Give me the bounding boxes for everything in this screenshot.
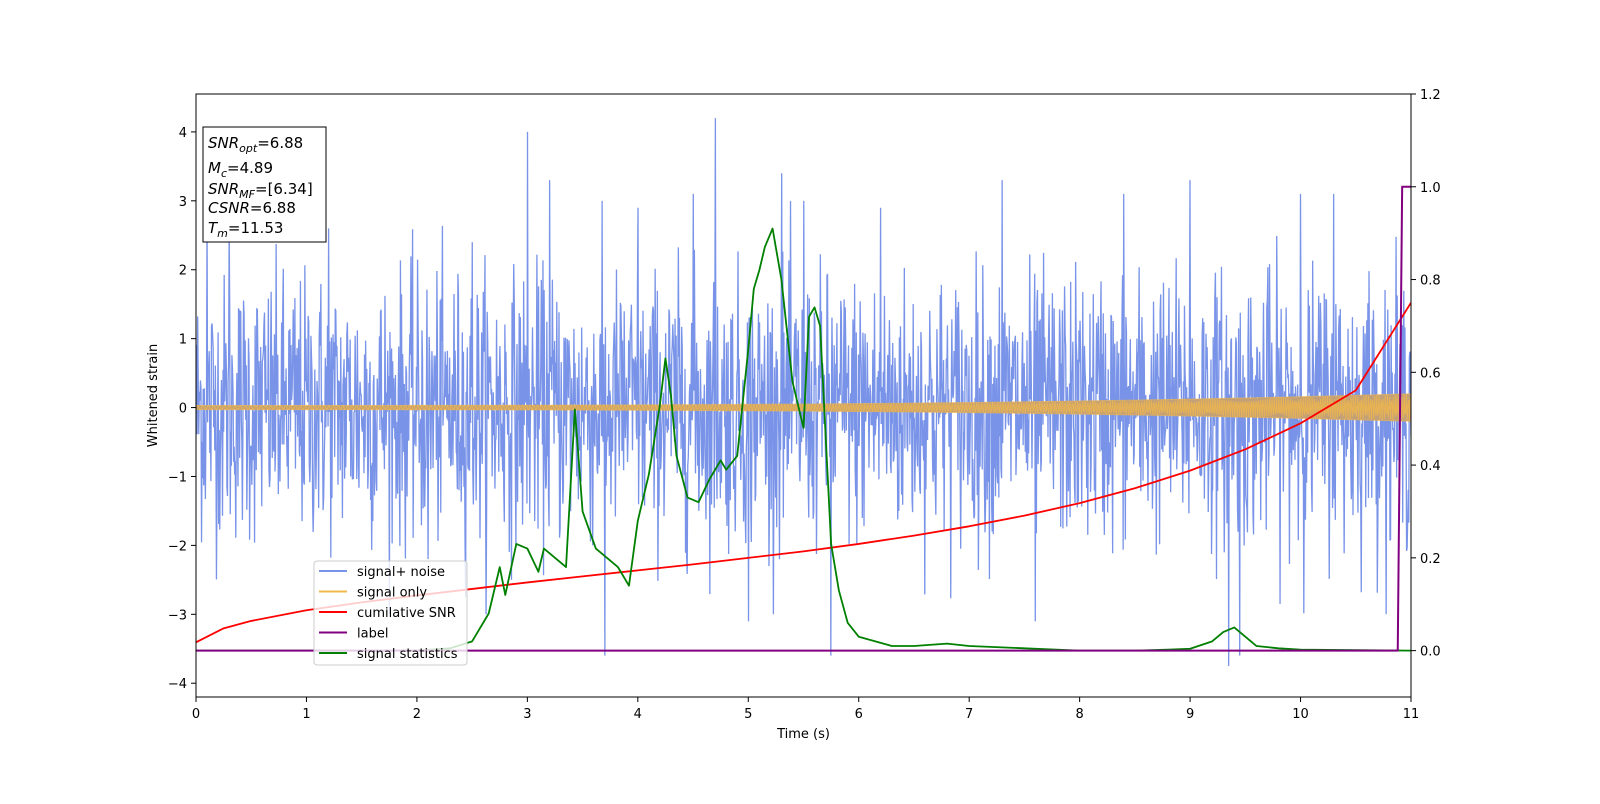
info-snr-opt-subscript: opt <box>239 142 258 155</box>
axes: 0 1 2 3 4 5 6 7 8 9 10 1143210−1−2−3−41.21.00.80.60… <box>168 88 1441 722</box>
x-tick-label: 0 <box>192 707 200 722</box>
y-axis-label: Whitened strain <box>146 344 161 447</box>
info-mc: Mc=4.89 <box>208 159 273 180</box>
info-tm-value: =11.53 <box>228 219 284 237</box>
series-signal-only-line <box>196 394 1411 422</box>
info-snr-mf-subscript: MF <box>239 188 255 201</box>
info-snr-opt: SNRopt=6.88 <box>208 134 303 155</box>
y2-tick-label: 0.8 <box>1420 274 1441 289</box>
plot-frame <box>195 93 1412 698</box>
x-tick-label: 4 <box>634 707 642 722</box>
legend-label-cumulative-snr: cumilative SNR <box>357 606 456 621</box>
legend-label-signal-only: signal only <box>357 586 427 601</box>
legend: signal+ noise signal only cumilative SNR… <box>313 560 468 666</box>
x-tick-label: 3 <box>523 707 531 722</box>
x-tick-label: 6 <box>855 707 863 722</box>
y-tick-label: 4 <box>179 126 187 141</box>
y-tick-label: −4 <box>168 677 187 692</box>
x-tick-label: 2 <box>413 707 421 722</box>
series-signal-noise-line <box>196 118 1411 666</box>
info-csnr-value: =6.88 <box>250 199 296 217</box>
x-axis-label: Time (s) <box>776 727 830 742</box>
y2-tick-label: 0.6 <box>1420 366 1441 381</box>
info-mc-symbol: M <box>208 159 221 177</box>
info-snr-mf-symbol: SNR <box>208 180 239 198</box>
info-snr-mf-value: =[6.34] <box>255 180 313 198</box>
x-tick-label: 11 <box>1403 707 1420 722</box>
y2-tick-label: 0.0 <box>1420 645 1441 660</box>
y2-tick-label: 1.0 <box>1420 181 1441 196</box>
x-tick-label: 5 <box>744 707 752 722</box>
x-tick-label: 1 <box>302 707 310 722</box>
info-box: SNRopt=6.88 Mc=4.89 SNRMF=[6.34] CSNR=6.… <box>202 126 327 243</box>
y-tick-label: 3 <box>179 195 187 210</box>
info-snr-opt-value: =6.88 <box>257 134 303 152</box>
y-tick-label: −2 <box>168 539 187 554</box>
legend-label-label: label <box>357 627 388 642</box>
info-box-frame <box>202 126 327 243</box>
x-tick-label: 7 <box>965 707 973 722</box>
info-snr-opt-symbol: SNR <box>208 134 239 152</box>
info-mc-subscript: c <box>221 167 227 180</box>
info-csnr-symbol: CSNR <box>208 199 250 217</box>
x-tick-label: 9 <box>1186 707 1194 722</box>
series-label-line <box>196 185 1411 652</box>
x-tick-label: 8 <box>1075 707 1083 722</box>
legend-frame <box>313 560 468 666</box>
y2-tick-label: 0.2 <box>1420 552 1441 567</box>
y-tick-label: 2 <box>179 264 187 279</box>
info-mc-value: =4.89 <box>227 159 273 177</box>
info-tm: Tm=11.53 <box>208 219 283 240</box>
info-tm-symbol: T <box>208 219 219 237</box>
y-tick-label: 0 <box>179 402 187 417</box>
plot-area <box>196 118 1411 666</box>
y-tick-label: −1 <box>168 470 187 485</box>
info-tm-subscript: m <box>217 227 228 240</box>
legend-label-signal-noise: signal+ noise <box>357 565 445 580</box>
y-tick-label: −3 <box>168 608 187 623</box>
y2-tick-label: 0.4 <box>1420 459 1441 474</box>
info-csnr: CSNR=6.88 <box>208 199 296 217</box>
plot-clip-group <box>196 118 1411 666</box>
y2-tick-label: 1.2 <box>1420 88 1441 103</box>
legend-label-signal-statistics: signal statistics <box>357 647 458 662</box>
info-snr-mf: SNRMF=[6.34] <box>208 180 313 201</box>
y-tick-label: 1 <box>179 333 187 348</box>
x-tick-label: 10 <box>1292 707 1309 722</box>
